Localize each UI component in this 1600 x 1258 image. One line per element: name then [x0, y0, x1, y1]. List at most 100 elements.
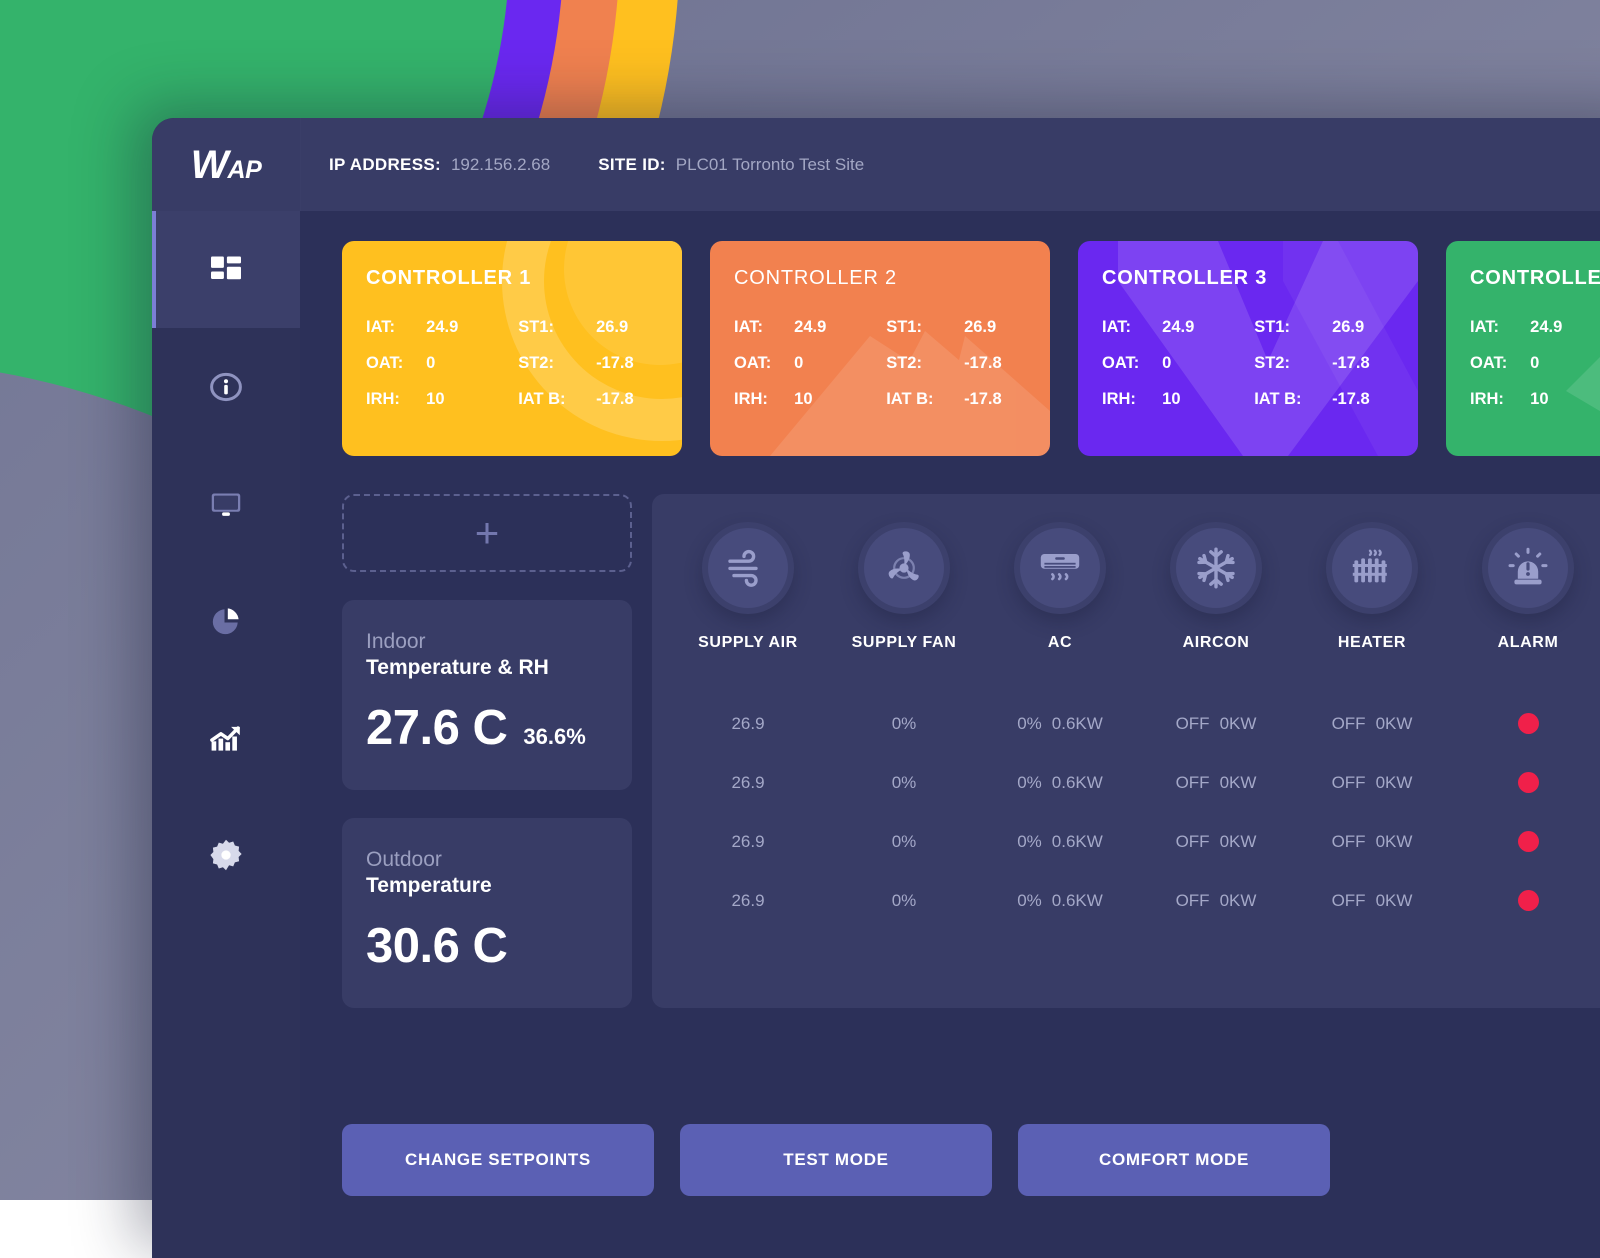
controller-title: CONTROLLER 4	[1470, 267, 1600, 290]
device-panel: SUPPLY AIR	[652, 494, 1600, 1008]
value-aircon-state: OFF	[1176, 714, 1210, 734]
controller-cards: CONTROLLER 1 IAT: 24.9 ST1: 26.9 OAT: 0 …	[342, 241, 1600, 456]
add-controller-button[interactable]: +	[342, 494, 632, 572]
readout-value: 10	[426, 390, 518, 409]
controller-title: CONTROLLER 2	[734, 267, 1026, 290]
value-heater-kw: 0KW	[1376, 832, 1413, 852]
value-ac-kw: 0.6KW	[1052, 714, 1103, 734]
change-setpoints-button[interactable]: CHANGE SETPOINTS	[342, 1124, 654, 1196]
ip-address-label: IP ADDRESS:	[329, 155, 441, 175]
indoor-temperature-card: Indoor Temperature & RH 27.6 C 36.6%	[342, 600, 632, 790]
outdoor-temperature-card: Outdoor Temperature 30.6 C	[342, 818, 632, 1008]
controller-title: CONTROLLER 1	[366, 267, 658, 290]
device-column-supply-air[interactable]: SUPPLY AIR	[670, 522, 826, 652]
status-badge	[1518, 831, 1539, 852]
supply-fan-button[interactable]	[858, 522, 950, 614]
controller-readout-row: IRH: 10 IAT B: -17.8	[734, 390, 1026, 409]
readout-key: ST2:	[518, 354, 596, 373]
controller-readout-row: IAT: 24.9 ST1: 26.9	[1102, 318, 1394, 337]
controller-card[interactable]: CONTROLLER 1 IAT: 24.9 ST1: 26.9 OAT: 0 …	[342, 241, 682, 456]
value-ac-pct: 0%	[1017, 832, 1042, 852]
value-supply-air: 26.9	[731, 891, 764, 911]
value-ac-pct: 0%	[1017, 891, 1042, 911]
sidebar-item-reports[interactable]	[152, 562, 300, 679]
app-header: W AP IP ADDRESS: 192.156.2.68 SITE ID: P…	[152, 118, 1600, 211]
readout-key: IAT:	[1102, 318, 1162, 337]
controller-readout-row: OAT: 0 ST2: -17.8	[1470, 354, 1600, 373]
ac-button[interactable]	[1014, 522, 1106, 614]
value-heater-kw: 0KW	[1376, 773, 1413, 793]
status-badge	[1518, 772, 1539, 793]
controller-card[interactable]: CONTROLLER 4 IAT: 24.9 ST1: 26.9 OAT: 0 …	[1446, 241, 1600, 456]
controller-readout-row: IRH: 10 IAT B: -17.8	[1470, 390, 1600, 409]
device-column-supply-fan[interactable]: SUPPLY FAN	[826, 522, 982, 652]
readout-value: 10	[1162, 390, 1254, 409]
readout-key: ST2:	[1254, 354, 1332, 373]
sidebar-item-settings[interactable]	[152, 796, 300, 913]
sidebar-item-info[interactable]	[152, 328, 300, 445]
app-logo[interactable]: W AP	[152, 118, 300, 211]
controller-title: CONTROLLER 3	[1102, 267, 1394, 290]
device-column-ac[interactable]: AC	[982, 522, 1138, 652]
cell-supply-air: 26.9	[670, 714, 826, 734]
heater-button[interactable]	[1326, 522, 1418, 614]
device-column-heater[interactable]: HEATER	[1294, 522, 1450, 652]
controller-card[interactable]: CONTROLLER 2 IAT: 24.9 ST1: 26.9 OAT: 0 …	[710, 241, 1050, 456]
sidebar-item-monitor[interactable]	[152, 445, 300, 562]
device-label: HEATER	[1338, 634, 1406, 652]
controller-card[interactable]: CONTROLLER 3 IAT: 24.9 ST1: 26.9 OAT: 0 …	[1078, 241, 1418, 456]
value-heater-state: OFF	[1332, 832, 1366, 852]
sidebar-item-analytics[interactable]	[152, 679, 300, 796]
cell-aircon: OFF 0KW	[1138, 714, 1294, 734]
supply-air-button[interactable]	[702, 522, 794, 614]
test-mode-button[interactable]: TEST MODE	[680, 1124, 992, 1196]
value-supply-fan: 0%	[892, 891, 917, 911]
aircon-button[interactable]	[1170, 522, 1262, 614]
info-icon	[208, 369, 244, 405]
value-supply-fan: 0%	[892, 773, 917, 793]
readout-value: 26.9	[1332, 318, 1394, 337]
readout-value: 24.9	[1162, 318, 1254, 337]
controller-readout-row: IAT: 24.9 ST1: 26.9	[1470, 318, 1600, 337]
sidebar-item-dashboard[interactable]	[152, 211, 300, 328]
readout-value: 26.9	[596, 318, 658, 337]
value-aircon-kw: 0KW	[1220, 714, 1257, 734]
gear-icon	[208, 837, 244, 873]
site-id-value: PLC01 Torronto Test Site	[676, 155, 864, 175]
alarm-button[interactable]	[1482, 522, 1574, 614]
cell-supply-fan: 0%	[826, 714, 982, 734]
device-label: AC	[1048, 634, 1072, 652]
value-supply-fan: 0%	[892, 714, 917, 734]
comfort-mode-button[interactable]: COMFORT MODE	[1018, 1124, 1330, 1196]
air-conditioner-icon	[1036, 544, 1084, 592]
logo-sub-text: AP	[228, 158, 262, 183]
cell-alarm	[1450, 890, 1600, 911]
readout-key: IAT B:	[518, 390, 596, 409]
cell-ac: 0%0.6KW	[982, 714, 1138, 734]
cell-supply-air: 26.9	[670, 832, 826, 852]
readout-value: 26.9	[964, 318, 1026, 337]
device-label: ALARM	[1498, 634, 1559, 652]
trending-up-icon	[208, 720, 244, 756]
cell-supply-air: 26.9	[670, 891, 826, 911]
controller-readouts: IAT: 24.9 ST1: 26.9 OAT: 0 ST2: -17.8 IR…	[1102, 318, 1394, 409]
device-column-alarm[interactable]: ALARM	[1450, 522, 1600, 652]
cell-alarm	[1450, 831, 1600, 852]
site-id-group: SITE ID: PLC01 Torronto Test Site	[598, 155, 864, 175]
controller-readout-row: OAT: 0 ST2: -17.8	[1102, 354, 1394, 373]
dashboard-grid-icon	[208, 252, 244, 288]
cell-ac: 0%0.6KW	[982, 832, 1138, 852]
left-column: + Indoor Temperature & RH 27.6 C 36.6% O…	[342, 494, 632, 1008]
sidebar-nav	[152, 211, 300, 1258]
value-aircon-state: OFF	[1176, 773, 1210, 793]
value-aircon-state: OFF	[1176, 891, 1210, 911]
indoor-temperature-value: 27.6 C	[366, 700, 507, 756]
device-column-aircon[interactable]: AIRCON	[1138, 522, 1294, 652]
cell-supply-fan: 0%	[826, 773, 982, 793]
readout-value: 10	[1530, 390, 1600, 409]
